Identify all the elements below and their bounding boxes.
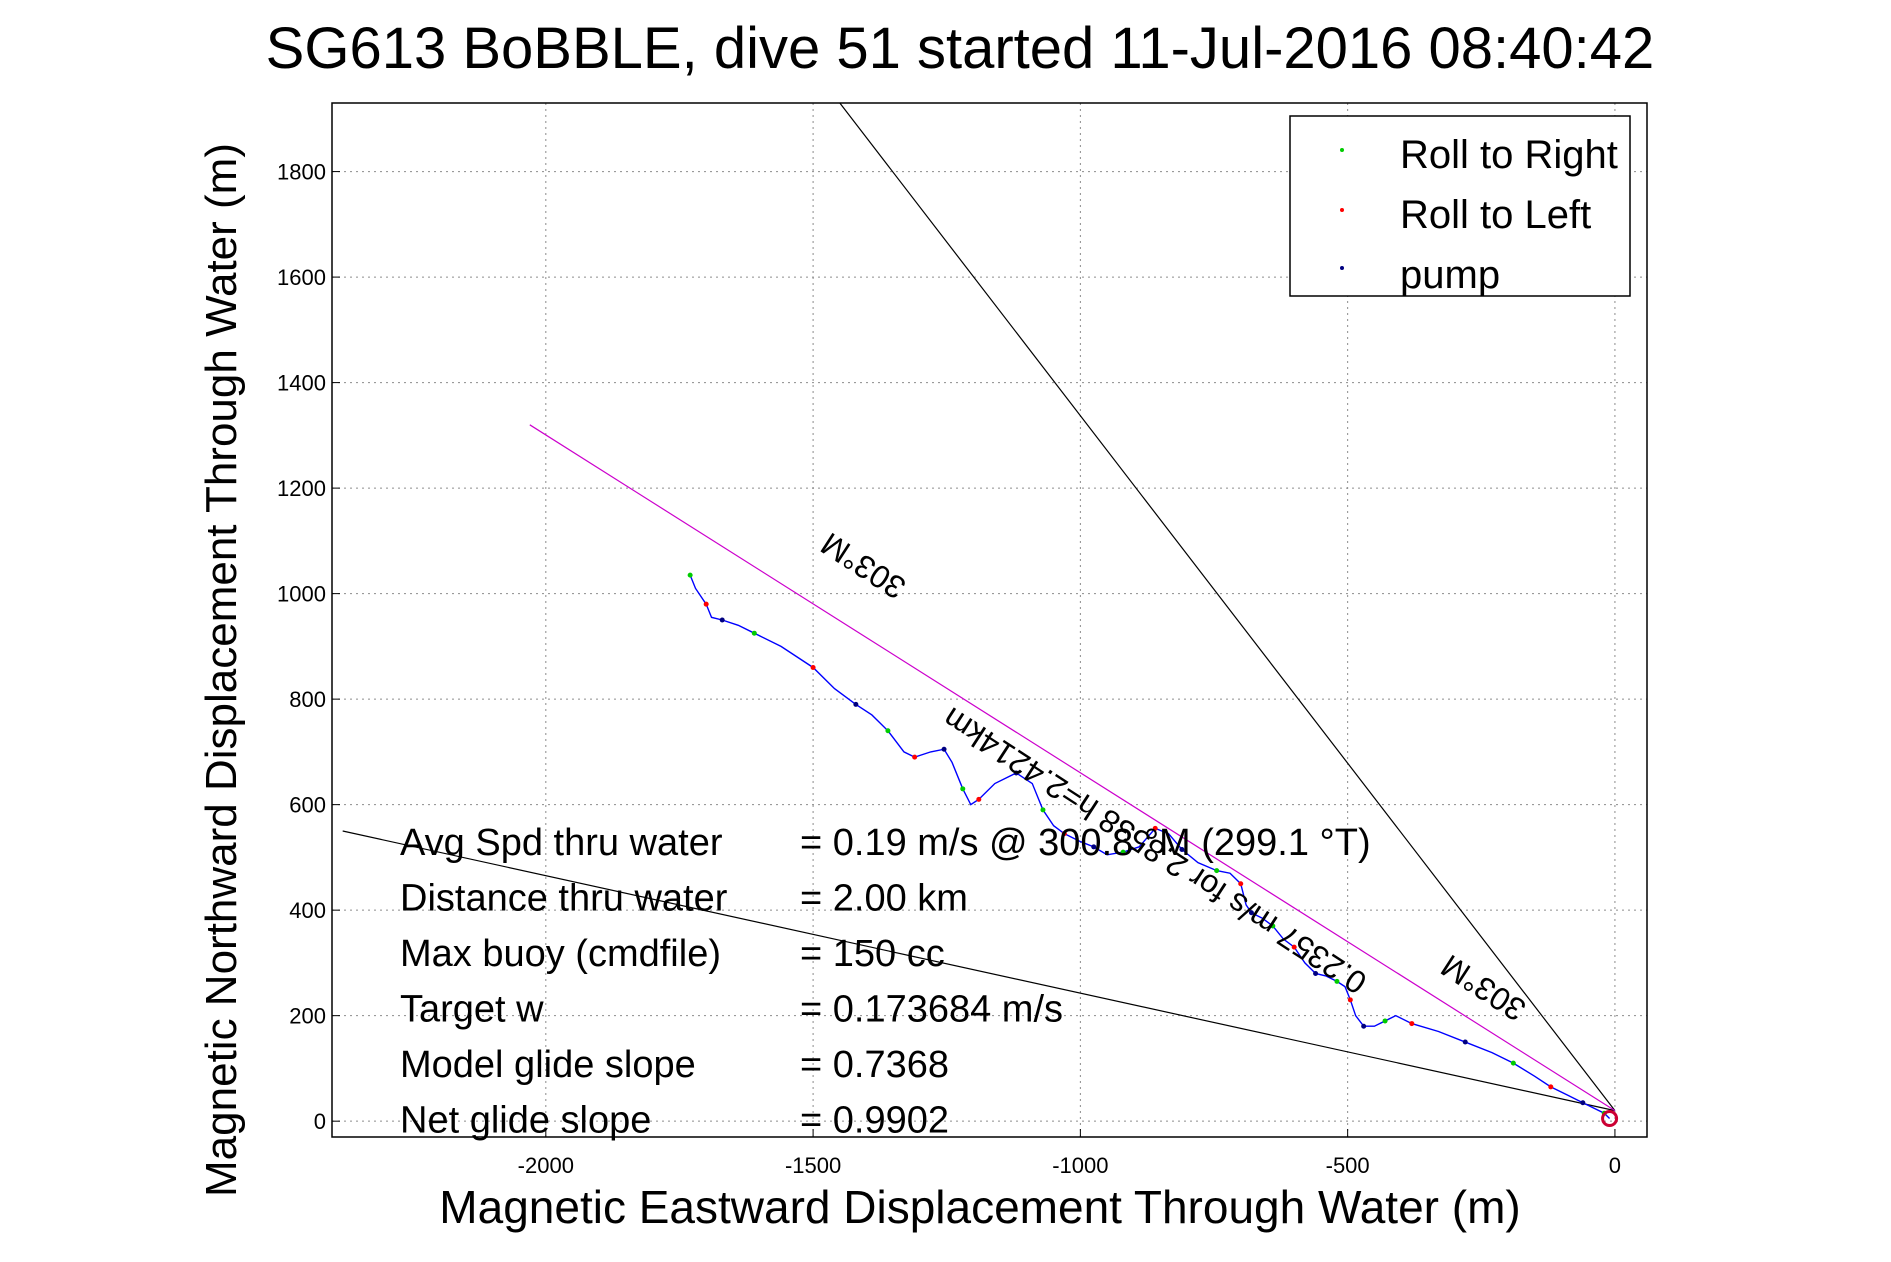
track-point (853, 701, 859, 707)
legend-label-roll-right: Roll to Right (1400, 133, 1618, 177)
track-point (687, 572, 693, 578)
y-tick-label: 200 (289, 1004, 326, 1029)
y-tick-label: 1000 (277, 582, 326, 607)
y-axis-label: Magnetic Northward Displacement Through … (197, 143, 246, 1197)
x-tick-label: -1500 (785, 1153, 841, 1178)
track-point (810, 664, 816, 670)
track-point (960, 786, 966, 792)
track-point (1179, 846, 1185, 852)
track-point (912, 754, 918, 760)
x-axis-label: Magnetic Eastward Displacement Through W… (439, 1181, 1520, 1233)
legend-box (1289, 115, 1631, 297)
legend: Roll to Right Roll to Left pump (1289, 115, 1631, 297)
stat-label: Max buoy (cmdfile) (400, 933, 721, 975)
y-tick-label: 1600 (277, 265, 326, 290)
y-tick-label: 1800 (277, 160, 326, 185)
stats-block: Avg Spd thru water = 0.19 m/s @ 300.8 °M … (400, 822, 1371, 1142)
stat-label: Model glide slope (400, 1044, 696, 1086)
y-tick-label: 0 (314, 1109, 326, 1134)
track-point (751, 630, 757, 636)
track-point (1334, 978, 1340, 984)
reference-line (839, 102, 1616, 1111)
track-series (689, 574, 1611, 1120)
track-point (1361, 1023, 1367, 1029)
chart-title: SG613 BoBBLE, dive 51 started 11-Jul-201… (266, 16, 1655, 81)
track-point (1061, 831, 1067, 837)
track-point (1510, 1060, 1516, 1066)
legend-marker-pump (1340, 266, 1344, 270)
legend-label-pump: pump (1400, 253, 1500, 297)
stat-value: = 2.00 km (800, 878, 968, 920)
stat-value: = 0.173684 m/s (800, 989, 1063, 1031)
curve-label: 303°M (814, 526, 911, 607)
stat-value: = 150 cc (800, 933, 945, 975)
stat-label: Distance thru water (400, 878, 728, 920)
track-point (976, 796, 982, 802)
track-point (1270, 923, 1276, 929)
track-point (1248, 910, 1254, 916)
track-point (1013, 770, 1019, 776)
y-tick-label: 800 (289, 687, 326, 712)
track-point (1120, 849, 1126, 855)
x-tick-label: -1000 (1052, 1153, 1108, 1178)
track-point (1091, 844, 1097, 850)
y-tick-label: 400 (289, 898, 326, 923)
track-point (1382, 1018, 1388, 1024)
stat-label: Target w (400, 989, 544, 1031)
plot-area (331, 102, 1648, 1138)
y-tick-label: 600 (289, 793, 326, 818)
reference-line (529, 424, 1616, 1112)
track-point (1462, 1039, 1468, 1045)
x-tick-label: -500 (1326, 1153, 1370, 1178)
stat-value: = 0.19 m/s @ 300.8 °M (299.1 °T) (800, 822, 1371, 864)
curve-label: 303°M (1435, 948, 1532, 1029)
track-point (1409, 1021, 1415, 1027)
track-line (689, 574, 1611, 1120)
x-tick-label: 0 (1609, 1153, 1621, 1178)
track-point (1580, 1100, 1586, 1106)
track-point (1291, 944, 1297, 950)
track-point (703, 601, 709, 607)
legend-label-roll-left: Roll to Left (1400, 193, 1591, 237)
reference-lines (342, 102, 1616, 1112)
legend-marker-roll-left (1340, 208, 1344, 212)
track-point (1548, 1084, 1554, 1090)
axis-ticks: -2000 -1500 -1000 -500 0 0 200 400 600 800 1000 120… (277, 160, 1621, 1178)
y-tick-label: 1200 (277, 476, 326, 501)
track-point (1214, 868, 1220, 874)
track-point (1040, 807, 1046, 813)
x-tick-label: -2000 (518, 1153, 574, 1178)
track-markers (687, 572, 1619, 1128)
stat-value: = 0.9902 (800, 1100, 949, 1142)
reference-line (342, 830, 1616, 1112)
grid (332, 103, 1647, 1137)
y-tick-label: 1400 (277, 371, 326, 396)
track-point (1152, 825, 1158, 831)
track-point (941, 746, 947, 752)
track-point (1313, 970, 1319, 976)
stat-label: Avg Spd thru water (400, 822, 723, 864)
track-point (885, 728, 891, 734)
stat-label: Net glide slope (400, 1100, 651, 1142)
track-point (719, 617, 725, 623)
stat-value: = 0.7368 (800, 1044, 949, 1086)
surface-marker (1601, 1110, 1619, 1128)
track-point (1238, 881, 1244, 887)
legend-marker-roll-right (1340, 148, 1344, 152)
track-point (1347, 997, 1353, 1003)
